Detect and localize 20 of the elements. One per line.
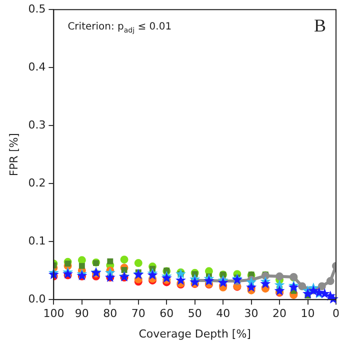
- x-tick-label: 30: [244, 307, 258, 320]
- x-tick-label: 20: [272, 307, 287, 320]
- x-tick-label: 60: [160, 307, 174, 320]
- x-tick-label: 90: [74, 307, 89, 320]
- x-tick-label: 40: [216, 307, 230, 320]
- x-tick-label: 50: [188, 307, 202, 320]
- x-tick-label: 100: [43, 307, 64, 320]
- y-tick-label: 0.5: [28, 2, 46, 16]
- y-tick-label: 0.2: [28, 176, 46, 190]
- y-tick-label: 0.0: [28, 292, 46, 306]
- x-tick-label: 70: [131, 307, 146, 320]
- y-tick-label: 0.4: [28, 60, 46, 74]
- x-axis-title: Coverage Depth [%]: [138, 327, 251, 340]
- y-axis-title: FPR [%]: [7, 133, 20, 176]
- x-tick-label: 0: [332, 307, 340, 320]
- x-tick-label: 80: [103, 307, 118, 320]
- x-tick-label: 10: [300, 307, 315, 320]
- y-tick-label: 0.3: [28, 118, 46, 132]
- annotation: B: [314, 16, 326, 36]
- y-tick-label: 0.1: [28, 234, 46, 248]
